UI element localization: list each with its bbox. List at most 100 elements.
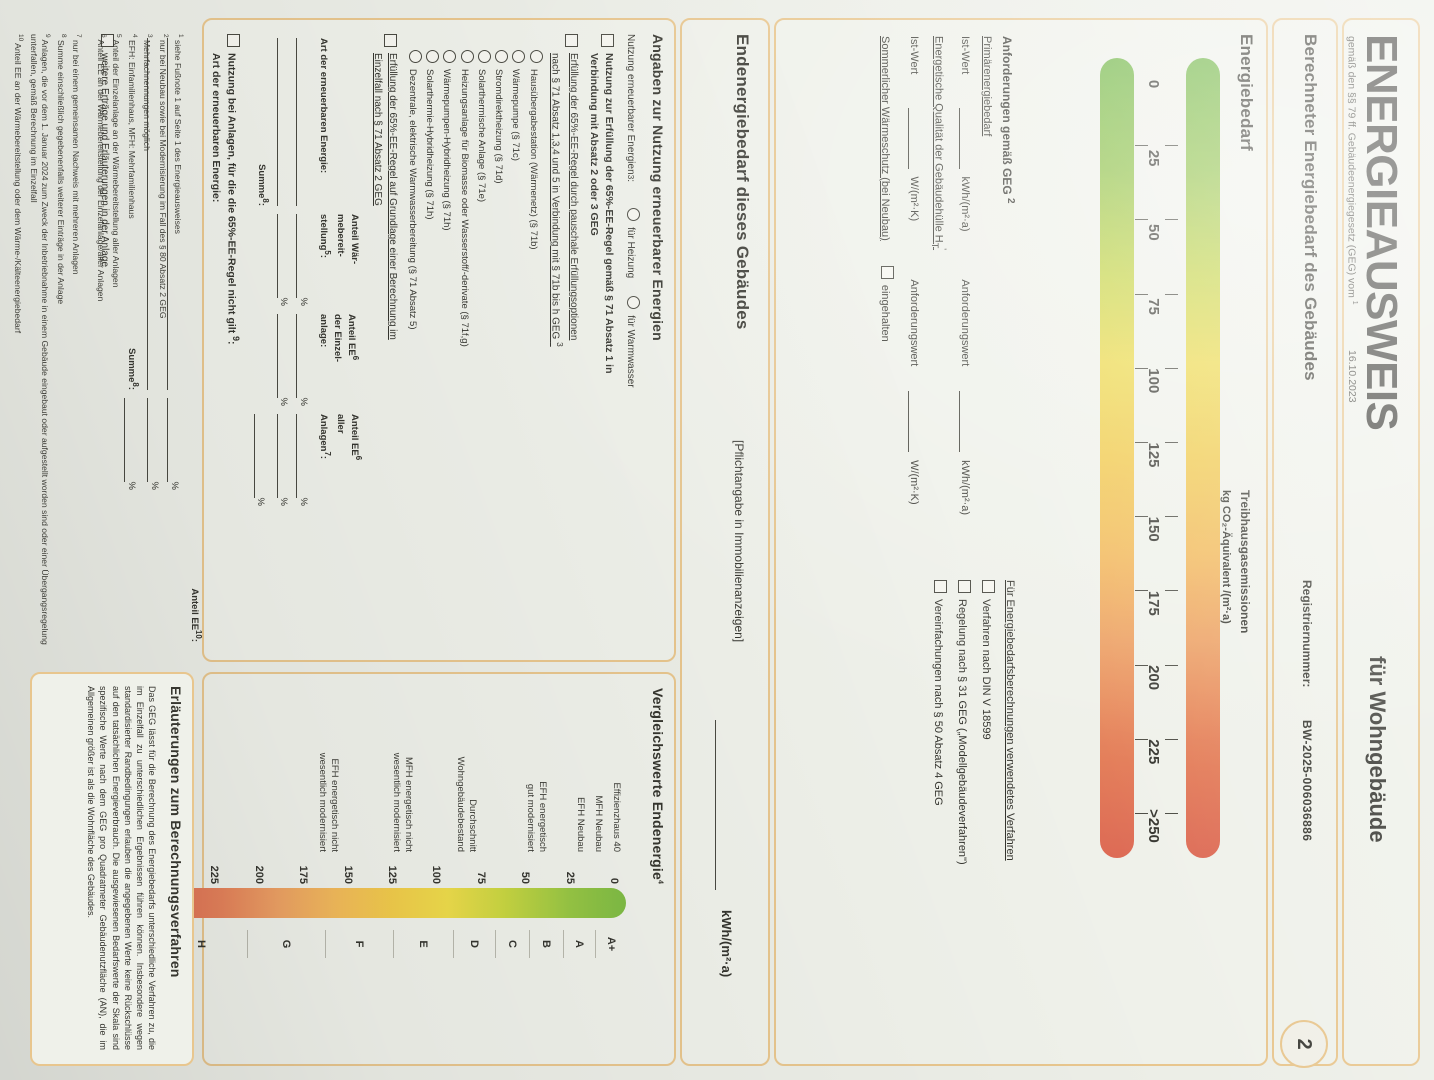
envelope-quality-text: Energetische Qualität der Gebäudehülle H	[932, 36, 945, 243]
renewable-option-1-checkbox[interactable]	[601, 34, 615, 47]
renewable-row1-type-input[interactable]	[296, 38, 309, 206]
renewable-suboption-radio-4[interactable]	[460, 50, 474, 63]
renewable-row1-ee-all-input[interactable]	[296, 414, 309, 498]
renewable-option-4-checkbox[interactable]	[226, 34, 240, 47]
energy-scale-tick-label: 50	[1145, 224, 1162, 241]
renewable-row2-share-input[interactable]	[276, 214, 289, 298]
energy-scale-tick-mark	[1165, 219, 1178, 221]
envelope-requirement-input[interactable]	[908, 391, 922, 453]
primary-ist-input[interactable]	[959, 107, 972, 169]
envelope-requirement-unit: W/(m²·K)	[908, 460, 921, 505]
page-number-badge: 2	[1280, 1020, 1328, 1068]
renewable-row2-ee-all-input[interactable]	[276, 414, 289, 498]
energy-scale-tick-mark	[1165, 516, 1178, 518]
footnote-2: 2 nur bei Neubau sowie bei Modernisierun…	[156, 34, 169, 634]
comparison-tick-label: 225	[208, 865, 221, 884]
renewable-option-3-line1: Erfüllung der 65%-EE-Regel auf Grundlage…	[386, 53, 398, 340]
renewable-row2-ee-single-input[interactable]	[276, 314, 289, 398]
final-energy-demand-panel: Endenergiebedarf dieses Gebäudes [Pflich…	[680, 18, 770, 1066]
calculated-demand-panel: Berechneter Energiebedarf des Gebäudes R…	[1272, 18, 1338, 1068]
efficiency-class-column: A+ A B C D E F G H	[155, 930, 626, 958]
renewable-suboption-radio-1[interactable]	[512, 50, 526, 63]
energy-scale-tick-mark	[1135, 219, 1148, 221]
efficiency-class-A: A	[563, 930, 596, 958]
method-checkbox-para31[interactable]	[958, 580, 971, 593]
footnote-text-2: nur bei Neubau sowie bei Modernisierung …	[157, 37, 168, 319]
renewable-suboption-radio-5[interactable]	[443, 50, 457, 63]
footnotes-left: 1 siehe Fußnote 1 auf Seite 1 des Energi…	[91, 34, 184, 634]
page-title: ENERGIEAUSWEIS	[1357, 34, 1406, 431]
renewable-table-row: % % %	[276, 34, 291, 646]
renewable-option-2-checkbox[interactable]	[565, 34, 579, 47]
renewable-option-1-line2: Verbindung mit Absatz 2 oder 3 GEG	[588, 53, 601, 236]
col3-l4: :	[317, 455, 329, 460]
comparison-label-0: Effizienzhaus 40	[611, 782, 622, 852]
envelope-ist-label: Ist-Wert	[908, 36, 921, 75]
renewable-suboption-1: Wärmepumpe (§ 71c)	[508, 50, 526, 646]
renewable-option-4-colon: :	[225, 341, 238, 345]
renewable-option-3-checkbox[interactable]	[383, 34, 397, 47]
renewable-row2-ee-single-pct: %	[278, 397, 290, 406]
energy-scale-tick-mark	[1135, 738, 1148, 740]
renewable-suboption-label-4: Heizungsanlage für Biomasse oder Wassers…	[458, 69, 470, 347]
efficiency-class-G: G	[247, 930, 326, 958]
anteil-ee-sup: 10	[193, 630, 203, 639]
energy-scale-tick-label: >250	[1145, 809, 1162, 843]
renewable-row2-type-input[interactable]	[276, 38, 289, 206]
comparison-values-footnote-ref: 4	[656, 879, 664, 885]
comparison-label-3: EFH energetisch gut modernisiert	[525, 781, 548, 852]
method-label-din18599: Verfahren nach DIN V 18599	[980, 599, 992, 740]
footnote-text-8: Summe einschließlich gegebenenfalls weit…	[55, 37, 66, 305]
renewable-sum-colon: :	[255, 202, 267, 206]
renewable-row1-share-input[interactable]	[296, 214, 309, 298]
renewable-sum-input[interactable]	[253, 414, 266, 498]
renewable-suboption-list: Hausübergabestation (Wärmenetz) (§ 71b) W…	[405, 50, 543, 646]
method-checkbox-para50[interactable]	[934, 580, 947, 593]
primary-requirement-input[interactable]	[959, 391, 972, 453]
method-label-para50: Vereinfachungen nach § 50 Absatz 4 GEG	[932, 599, 944, 806]
renewable-option-2: Erfüllung der 65%-EE-Regel durch pauscha…	[547, 34, 580, 646]
method-checkbox-din18599[interactable]	[982, 580, 995, 593]
renewable-table-header: Art der erneuerbaren Energie: Anteil Wär…	[316, 34, 364, 646]
energy-scale: 0 25 50 75 100 125 150 175 200 225 >250	[1070, 58, 1220, 858]
energy-scale-tick-label: 125	[1145, 442, 1162, 468]
final-energy-demand-input[interactable]	[715, 720, 750, 890]
comparison-label-1: MFH Neubau	[593, 795, 604, 853]
radio-hotwater[interactable]	[627, 296, 640, 310]
comparison-tick-label: 100	[430, 865, 443, 884]
footnotes-right: 7 nur bei einem gemeinsamen Nachweis mit…	[9, 34, 82, 654]
energy-scale-tick-label: 200	[1145, 665, 1162, 691]
calculation-explanation-title: Erläuterungen zum Berechnungsverfahren	[168, 686, 184, 978]
final-energy-demand-note: [Pflichtangabe in Immobilienanzeigen]	[732, 440, 746, 643]
renewable-col-share-heat: Anteil Wär-mebereit-stellung5:	[316, 210, 360, 310]
final-energy-demand-unit: kWh/(m²·a)	[719, 910, 734, 978]
radio-hotwater-wrap: für Warmwasser	[623, 296, 640, 388]
envelope-ist-input[interactable]	[908, 107, 922, 169]
energy-scale-tick-label: 0	[1145, 79, 1162, 89]
geg-requirements-block: Anforderungen gemäß GEG 2 Primärenergieb…	[879, 36, 1016, 556]
energy-scale-bar-bottom	[1100, 58, 1134, 858]
comparison-tick-label: 0	[608, 877, 620, 884]
renewable-suboption-radio-3[interactable]	[477, 50, 491, 63]
energy-scale-tick-mark	[1135, 293, 1148, 295]
renewable-option-2-text: Erfüllung der 65%-EE-Regel durch pauscha…	[547, 53, 580, 347]
final-energy-demand-title: Endenergiebedarf dieses Gebäudes	[733, 34, 752, 330]
footnote-text-1: siehe Fußnote 1 auf Seite 1 des Energiea…	[173, 37, 184, 234]
geg-requirements-heading: Anforderungen gemäß GEG 2	[1000, 36, 1016, 556]
renewable-suboption-radio-2[interactable]	[495, 50, 509, 63]
energy-scale-tick-label: 100	[1145, 368, 1162, 394]
footnote-text-10: Anteil EE an der Wärmebereitstellung ode…	[13, 41, 24, 334]
renewable-row1-ee-single-input[interactable]	[296, 314, 309, 398]
renewable-col-ee-all: Anteil EE6 aller Anlagen7:	[316, 410, 364, 510]
renewable-suboption-3: Solarthermische Anlage (§ 71e)	[474, 50, 491, 646]
envelope-quality-row: Ist-Wert W/(m²·K) Anforderungswert W/(m²…	[908, 36, 922, 556]
radio-heating[interactable]	[627, 208, 640, 222]
renewable-suboption-radio-7[interactable]	[408, 50, 422, 63]
summer-heat-protection-checkbox[interactable]	[881, 265, 895, 279]
renewable-suboption-radio-6[interactable]	[426, 50, 440, 63]
comparison-values-title: Vergleichswerte Endenergie4	[650, 688, 666, 884]
renewable-suboption-radio-0[interactable]	[529, 50, 543, 63]
comparison-values-title-text: Vergleichswerte Endenergie	[650, 688, 666, 880]
renewable-suboption-label-2: Stromdirektheizung (§ 71d)	[493, 69, 505, 184]
